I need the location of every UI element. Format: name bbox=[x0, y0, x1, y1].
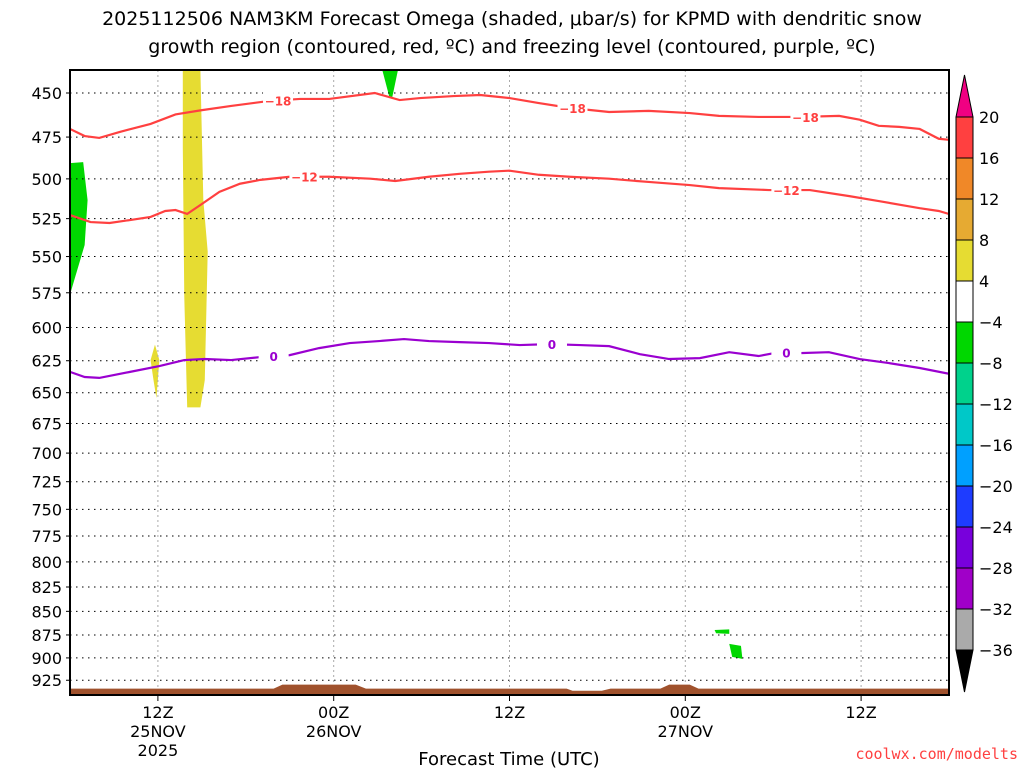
y-tick-label: 925 bbox=[31, 671, 62, 690]
terrain bbox=[70, 684, 949, 695]
shaded-region bbox=[714, 629, 730, 634]
shaded-region bbox=[70, 162, 88, 295]
x-axis-label: Forecast Time (UTC) bbox=[418, 749, 599, 768]
colorbar-box bbox=[955, 444, 974, 487]
colorbar-box bbox=[955, 362, 974, 405]
y-tick-label: 600 bbox=[31, 318, 62, 337]
colorbar-label: −24 bbox=[979, 518, 1013, 537]
colorbar-label: −8 bbox=[979, 354, 1003, 373]
colorbar-box bbox=[955, 116, 974, 159]
contour-label-bg bbox=[771, 344, 802, 361]
contour-label-bg bbox=[536, 336, 567, 353]
y-tick-label: 750 bbox=[31, 500, 62, 519]
plot-content: −18 −18 −18 −12 −12 0 0 0 bbox=[70, 70, 949, 695]
colorbar-label: 16 bbox=[979, 149, 999, 168]
x-tick-label: 12Z bbox=[142, 703, 173, 722]
colorbar-box bbox=[955, 608, 974, 651]
chart-title-line1: 2025112506 NAM3KM Forecast Omega (shaded… bbox=[102, 8, 922, 30]
colorbar-label: −28 bbox=[979, 559, 1013, 578]
shaded-region bbox=[150, 344, 160, 399]
x-tick-label: 00Z bbox=[670, 703, 701, 722]
contour-label-bg bbox=[790, 108, 821, 125]
chart-title-line2: growth region (contoured, red, ºC) and f… bbox=[148, 36, 875, 58]
y-tick-label: 725 bbox=[31, 473, 62, 492]
colorbar-box bbox=[955, 567, 974, 610]
contour-label: 0 bbox=[782, 347, 790, 361]
colorbar-bottom-extend bbox=[955, 649, 974, 693]
colorbar: 20 16 12 8 4 −4 −8 −12 −16 −20 −24 −28 −32 −36 bbox=[955, 74, 1013, 693]
colorbar-box bbox=[955, 157, 974, 200]
x-tick-label: 27NOV bbox=[658, 722, 714, 741]
colorbar-box bbox=[955, 526, 974, 569]
y-tick-label: 675 bbox=[31, 414, 62, 433]
colorbar-label: 4 bbox=[979, 272, 989, 291]
shaded-region bbox=[382, 70, 398, 97]
contour-label-bg bbox=[557, 100, 588, 117]
colorbar-label: −20 bbox=[979, 477, 1013, 496]
watermark: coolwx.com/modelts bbox=[855, 745, 1018, 763]
y-tick-label: 500 bbox=[31, 170, 62, 189]
colorbar-top-extend bbox=[955, 74, 974, 118]
contour-line bbox=[70, 91, 949, 141]
colorbar-box bbox=[955, 485, 974, 528]
x-tick-label: 12Z bbox=[845, 703, 876, 722]
y-tick-label: 525 bbox=[31, 210, 62, 229]
y-tick-label: 475 bbox=[31, 128, 62, 147]
contour-label: −12 bbox=[291, 171, 318, 185]
y-tick-label: 575 bbox=[31, 284, 62, 303]
shaded-region bbox=[729, 643, 743, 659]
plot-area: −18 −18 −18 −12 −12 0 0 0 450 475 500 525 550 575 600 6… bbox=[31, 69, 950, 760]
contour-label-bg bbox=[263, 92, 294, 109]
contour-label: −18 bbox=[559, 102, 586, 116]
x-tick-label: 25NOV bbox=[130, 722, 186, 741]
colorbar-label: −12 bbox=[979, 395, 1013, 414]
colorbar-box bbox=[955, 239, 974, 282]
contour-label-bg bbox=[289, 168, 320, 185]
y-tick-label: 550 bbox=[31, 248, 62, 267]
shaded-region bbox=[182, 70, 208, 408]
y-tick-label: 875 bbox=[31, 626, 62, 645]
contour-label: 0 bbox=[548, 338, 556, 352]
contour-label: 0 bbox=[269, 350, 277, 364]
colorbar-label: −32 bbox=[979, 600, 1013, 619]
y-tick-label: 625 bbox=[31, 352, 62, 371]
colorbar-label: 8 bbox=[979, 231, 989, 250]
colorbar-box bbox=[955, 321, 974, 364]
contour-label-bg bbox=[771, 182, 802, 199]
x-tick-label: 2025 bbox=[138, 741, 179, 760]
contour-label: −12 bbox=[773, 184, 800, 198]
x-tick-label: 26NOV bbox=[306, 722, 362, 741]
colorbar-box bbox=[955, 403, 974, 446]
colorbar-box bbox=[955, 280, 974, 323]
colorbar-label: −36 bbox=[979, 641, 1013, 660]
contour-label: −18 bbox=[792, 111, 819, 125]
y-tick-label: 850 bbox=[31, 602, 62, 621]
y-tick-label: 450 bbox=[31, 84, 62, 103]
colorbar-label: 12 bbox=[979, 190, 999, 209]
y-tick-label: 775 bbox=[31, 527, 62, 546]
y-tick-label: 900 bbox=[31, 649, 62, 668]
contour-label-bg bbox=[258, 348, 289, 365]
contour-label: −18 bbox=[265, 94, 292, 108]
y-tick-label: 650 bbox=[31, 384, 62, 403]
x-tick-label: 12Z bbox=[494, 703, 525, 722]
y-tick-label: 800 bbox=[31, 553, 62, 572]
x-tick-label: 00Z bbox=[318, 703, 349, 722]
colorbar-label: −16 bbox=[979, 436, 1013, 455]
colorbar-label: 20 bbox=[979, 108, 999, 127]
colorbar-label: −4 bbox=[979, 313, 1003, 332]
y-tick-label: 825 bbox=[31, 578, 62, 597]
y-tick-label: 700 bbox=[31, 444, 62, 463]
colorbar-box bbox=[955, 198, 974, 241]
